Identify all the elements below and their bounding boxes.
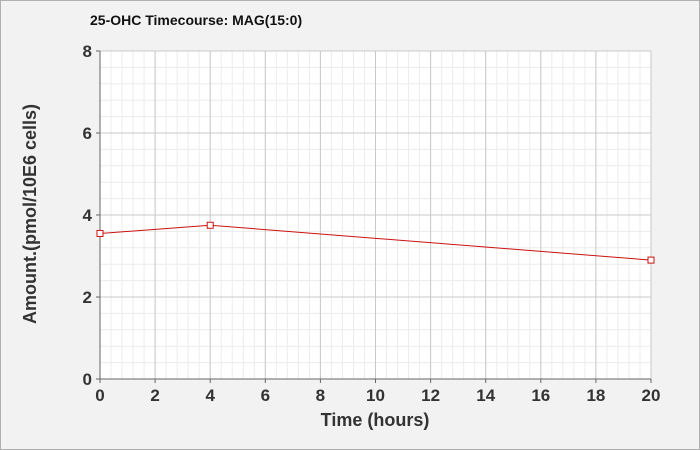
x-tick-label: 0 [95,386,104,405]
x-tick-label: 8 [316,386,325,405]
y-tick-label: 6 [83,124,92,143]
data-point [96,229,104,237]
x-tick-label: 14 [476,386,495,405]
y-tick-label: 2 [83,288,92,307]
x-axis-label: Time (hours) [321,410,430,430]
x-tick-label: 10 [366,386,385,405]
x-tick-label: 6 [261,386,270,405]
data-point [206,221,214,229]
x-tick-label: 18 [586,386,605,405]
x-tick-label: 4 [205,386,215,405]
x-tick-label: 2 [150,386,159,405]
x-tick-label: 16 [531,386,550,405]
data-point [647,256,655,264]
x-tick-label: 20 [642,386,661,405]
y-tick-label: 0 [83,370,92,389]
chart-title: 25-OHC Timecourse: MAG(15:0) [90,12,302,28]
y-tick-label: 4 [83,206,93,225]
y-tick-label: 8 [83,42,92,61]
y-axis-label: Amount.(pmol/10E6 cells) [20,104,40,324]
x-tick-label: 12 [421,386,440,405]
